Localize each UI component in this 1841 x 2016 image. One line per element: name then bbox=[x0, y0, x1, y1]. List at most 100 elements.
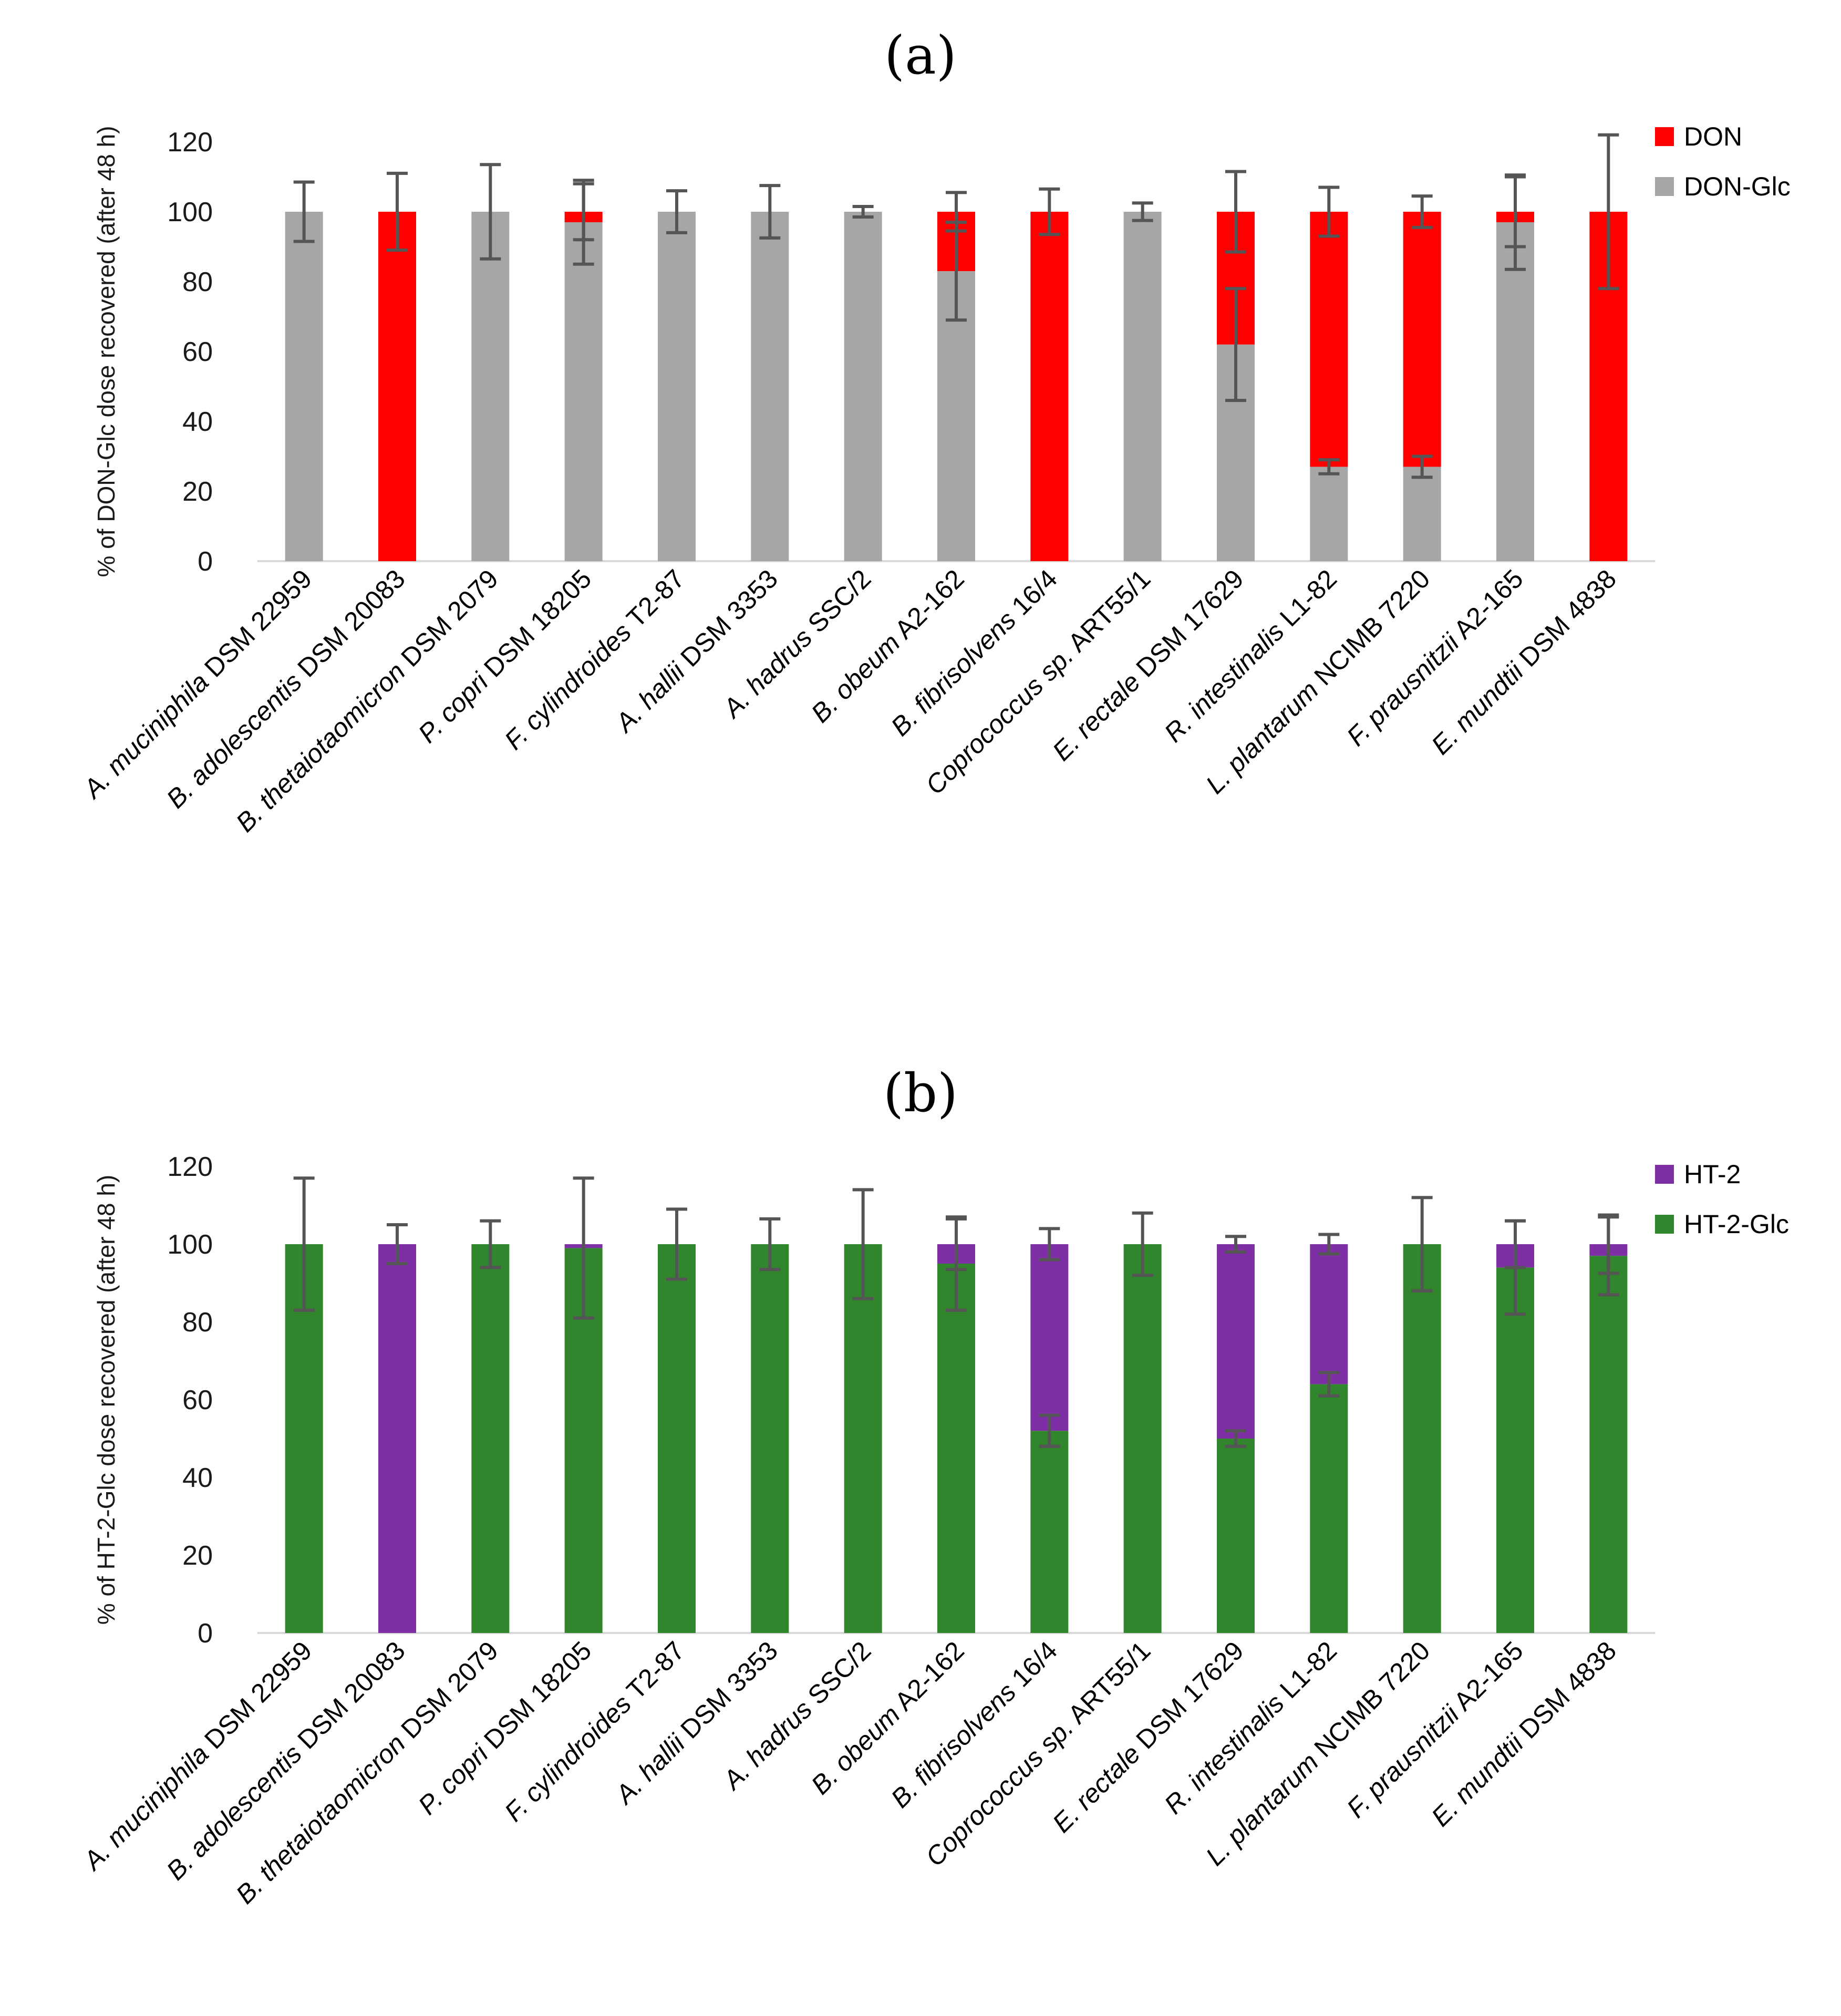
bar-ht-2-glc bbox=[1403, 1244, 1441, 1633]
error-bar bbox=[1505, 175, 1526, 249]
error-bar bbox=[1505, 1219, 1526, 1269]
x-category-label: E. rectale DSM 17629 bbox=[1047, 564, 1249, 766]
x-category-label: P. copri DSM 18205 bbox=[412, 1636, 597, 1820]
x-category-label: E. rectale DSM 17629 bbox=[1047, 1636, 1249, 1838]
error-bar bbox=[1132, 201, 1153, 222]
bar-don-glc bbox=[471, 212, 510, 561]
category-species: A. hadrus bbox=[716, 623, 818, 724]
bar-don-glc bbox=[751, 212, 789, 561]
category-strain: ART55/1 bbox=[1058, 564, 1156, 661]
category-strain: A2-165 bbox=[1444, 1636, 1528, 1720]
bar-don-glc bbox=[1123, 212, 1162, 561]
error-bar bbox=[1411, 454, 1433, 479]
y-tick-label: 120 bbox=[167, 1152, 213, 1182]
error-bar bbox=[1411, 194, 1433, 229]
error-bar bbox=[1598, 1213, 1619, 1275]
bar-ht-2-glc bbox=[1310, 1384, 1348, 1633]
bar-ht-2 bbox=[378, 1244, 416, 1633]
category-strain: T2-87 bbox=[616, 564, 690, 638]
legend-item: HT-2 bbox=[1655, 1160, 1741, 1189]
y-tick-label: 100 bbox=[167, 197, 213, 228]
x-category-label: E. mundtii DSM 4838 bbox=[1425, 564, 1622, 760]
y-tick-label: 60 bbox=[182, 1385, 213, 1415]
legend-label: HT-2-Glc bbox=[1684, 1209, 1789, 1239]
error-bar bbox=[666, 189, 687, 234]
error-bar bbox=[852, 1188, 874, 1300]
y-tick-label: 80 bbox=[182, 1307, 213, 1338]
category-species: B. obeum bbox=[805, 628, 906, 728]
category-strain: A2-162 bbox=[885, 564, 969, 648]
category-species: B. thetaiotaomicron bbox=[230, 1729, 411, 1909]
error-bar bbox=[1039, 1413, 1060, 1448]
error-bar bbox=[1318, 1371, 1340, 1398]
bar-ht-2-glc bbox=[844, 1244, 882, 1633]
y-tick-label: 80 bbox=[182, 267, 213, 297]
error-bar bbox=[387, 1223, 408, 1265]
chart-title: (b) bbox=[883, 1062, 958, 1124]
x-category-label: B. obeum A2-162 bbox=[805, 1636, 970, 1800]
error-bar bbox=[1411, 1196, 1433, 1293]
error-bar bbox=[387, 171, 408, 252]
error-bar bbox=[666, 1207, 687, 1281]
error-bar bbox=[480, 1219, 501, 1269]
x-category-label: R. intestinalis L1-82 bbox=[1159, 1636, 1342, 1819]
legend-label: HT-2 bbox=[1684, 1160, 1741, 1189]
category-species: P. copri bbox=[412, 1738, 494, 1820]
category-strain: DSM 4838 bbox=[1508, 1636, 1622, 1749]
category-species: A. hallii bbox=[609, 656, 691, 739]
category-species: P. copri bbox=[412, 666, 494, 748]
x-category-label: B. fibrisolvens 16/4 bbox=[885, 1636, 1063, 1813]
legend-label: DON bbox=[1684, 122, 1742, 151]
error-bar bbox=[1225, 1429, 1246, 1448]
x-category-label: B. fibrisolvens 16/4 bbox=[885, 564, 1063, 741]
category-strain: ART55/1 bbox=[1058, 1636, 1156, 1733]
legend-item: DON-Glc bbox=[1655, 172, 1791, 201]
legend-item: DON bbox=[1655, 122, 1742, 151]
chart-panel-a: (a) % of DON-Glc dose recovered (after 48… bbox=[77, 25, 1791, 838]
error-bar bbox=[573, 1176, 594, 1320]
category-strain: A2-165 bbox=[1444, 564, 1528, 648]
bar-ht-2-glc bbox=[1589, 1256, 1628, 1633]
bar-don bbox=[1403, 212, 1441, 467]
bar-ht-2 bbox=[1030, 1244, 1069, 1431]
bar-don-glc bbox=[564, 222, 603, 561]
legend-swatch bbox=[1655, 177, 1674, 196]
bar-ht-2-glc bbox=[658, 1244, 696, 1633]
error-bar bbox=[480, 163, 501, 261]
category-species: A. hallii bbox=[609, 1728, 691, 1811]
bar-ht-2-glc bbox=[1496, 1267, 1534, 1633]
legend-swatch bbox=[1655, 1165, 1674, 1184]
bar-ht-2-glc bbox=[937, 1264, 975, 1633]
category-strain: L1-82 bbox=[1269, 1636, 1342, 1709]
category-strain: SSC/2 bbox=[797, 1636, 877, 1715]
y-tick-label: 120 bbox=[167, 127, 213, 158]
error-bar bbox=[293, 180, 315, 243]
error-bar bbox=[573, 182, 594, 242]
bar-don-glc bbox=[285, 212, 323, 561]
y-tick-label: 100 bbox=[167, 1229, 213, 1260]
category-strain: A2-162 bbox=[885, 1636, 969, 1720]
error-bar bbox=[293, 1176, 315, 1312]
error-bar bbox=[946, 191, 967, 233]
error-bar bbox=[1318, 1233, 1340, 1256]
category-strain: L1-82 bbox=[1269, 564, 1342, 637]
error-bar bbox=[1225, 287, 1246, 402]
category-species: A. hadrus bbox=[716, 1694, 818, 1796]
bar-don-glc bbox=[844, 212, 882, 561]
error-bar bbox=[1225, 1235, 1246, 1254]
y-axis-label: % of DON-Glc dose recovered (after 48 h) bbox=[92, 126, 120, 577]
category-strain: SSC/2 bbox=[797, 564, 877, 644]
y-tick-label: 0 bbox=[198, 546, 213, 577]
category-strain: T2-87 bbox=[616, 1636, 690, 1710]
x-category-label: R. intestinalis L1-82 bbox=[1159, 564, 1342, 748]
x-category-label: F. cylindroides T2-87 bbox=[499, 564, 690, 756]
error-bar bbox=[1039, 187, 1060, 236]
x-category-label: B. obeum A2-162 bbox=[805, 564, 970, 728]
x-category-label: F. prausnitzii A2-165 bbox=[1341, 564, 1528, 751]
bar-ht-2 bbox=[1310, 1244, 1348, 1384]
bar-don bbox=[1030, 212, 1069, 561]
y-tick-label: 60 bbox=[182, 337, 213, 367]
error-bar bbox=[852, 205, 874, 219]
bar-ht-2 bbox=[1217, 1244, 1255, 1439]
